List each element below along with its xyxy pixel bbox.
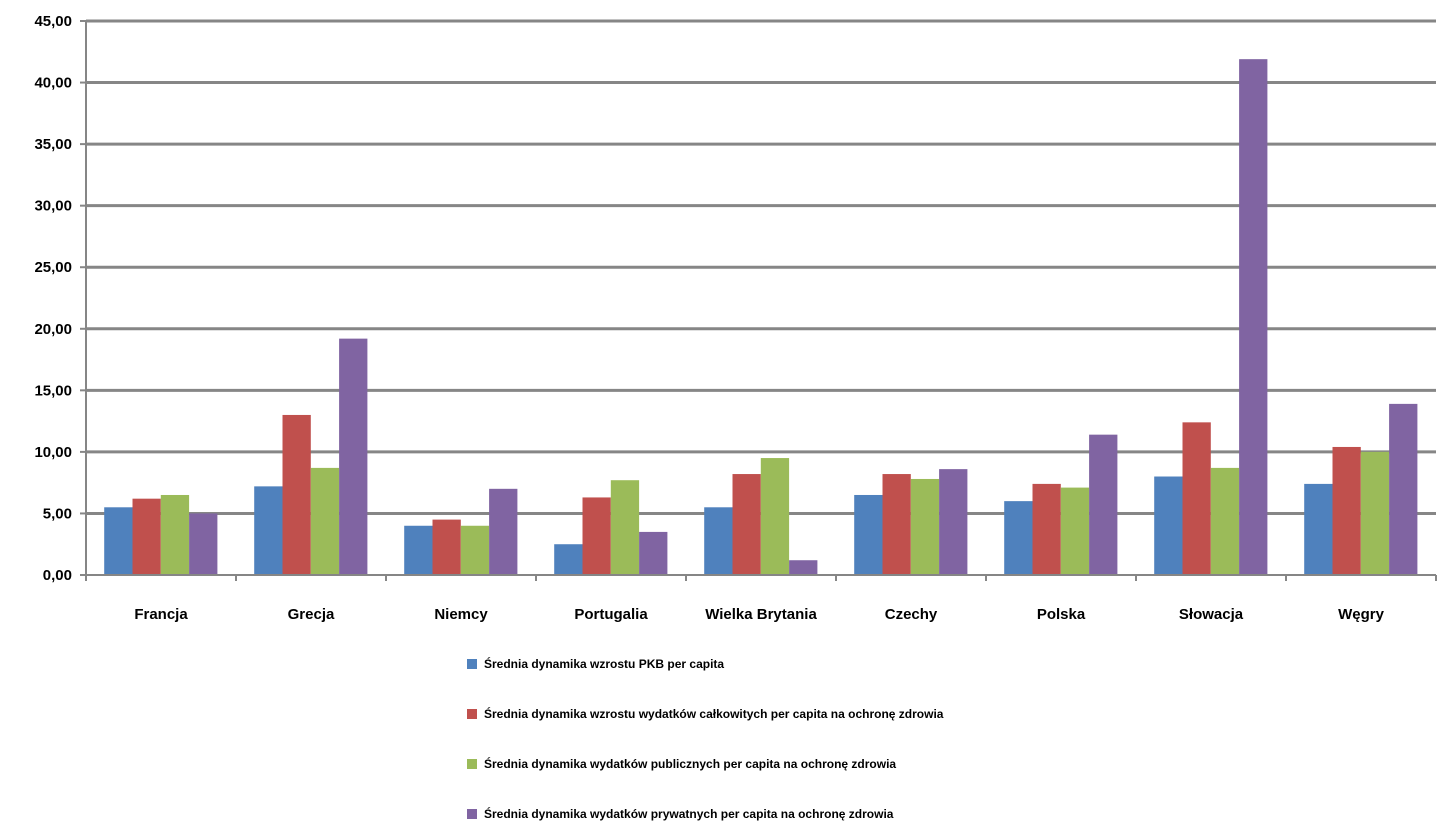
bar-niemcy-series-4 [489, 488, 518, 575]
bar-francja-series-3 [160, 494, 190, 575]
legend-swatch-series-4 [467, 809, 477, 819]
y-tick-label: 45,00 [34, 13, 72, 30]
bar-czechy-series-2 [882, 474, 911, 575]
bar-wielka-brytania-series-2 [732, 474, 761, 575]
y-tick-label: 30,00 [34, 198, 72, 215]
legend-label-series-3: Średnia dynamika wydatków publicznych pe… [484, 756, 896, 771]
bar-portugalia-series-2 [582, 497, 611, 575]
legend: Średnia dynamika wzrostu PKB per capita Ś… [467, 656, 944, 821]
bar-słowacja-series-4 [1239, 59, 1268, 576]
bar-niemcy-series-1 [404, 525, 433, 575]
legend-label-series-2: Średnia dynamika wzrostu wydatków całkow… [484, 706, 944, 721]
axes [85, 21, 1437, 581]
x-category-label: Słowacja [1179, 606, 1244, 623]
y-tick-label: 5,00 [43, 505, 72, 522]
bar-portugalia-series-4 [639, 531, 668, 575]
bar-słowacja-series-2 [1182, 422, 1211, 575]
x-category-label: Francja [134, 606, 188, 623]
x-category-label: Węgry [1338, 606, 1385, 623]
y-axis-tick-labels: 0,00 5,00 10,00 15,00 20,00 25,00 30,00 35,00 40… [34, 13, 86, 584]
bar-słowacja-series-1 [1154, 476, 1183, 575]
legend-label-series-1: Średnia dynamika wzrostu PKB per capita [484, 656, 724, 671]
legend-swatch-series-2 [467, 709, 477, 719]
bar-polska-series-1 [1004, 501, 1033, 575]
y-tick-label: 0,00 [43, 567, 72, 584]
gridlines [86, 19, 1436, 515]
bar-wielka-brytania-series-3 [760, 458, 790, 575]
y-tick-label: 25,00 [34, 259, 72, 276]
x-category-label: Portugalia [574, 606, 648, 623]
bar-grecja-series-1 [254, 486, 283, 575]
bar-niemcy-series-3 [460, 525, 490, 575]
bar-polska-series-2 [1032, 483, 1061, 575]
bar-grecja-series-2 [282, 414, 311, 575]
bar-wielka-brytania-series-1 [704, 507, 733, 575]
x-category-label: Niemcy [434, 606, 488, 623]
bar-wielka-brytania-series-4 [789, 560, 818, 575]
x-category-label: Grecja [288, 606, 335, 623]
bar-francja-series-4 [189, 513, 218, 575]
bar-czechy-series-1 [854, 494, 883, 575]
bar-węgry-series-2 [1332, 446, 1361, 575]
bar-niemcy-series-2 [432, 519, 461, 575]
bar-polska-series-3 [1060, 487, 1090, 575]
x-category-label: Wielka Brytania [705, 606, 817, 623]
bar-czechy-series-4 [939, 469, 968, 575]
bar-węgry-series-4 [1389, 403, 1418, 575]
y-tick-label: 35,00 [34, 136, 72, 153]
legend-swatch-series-3 [467, 759, 477, 769]
bar-węgry-series-3 [1360, 451, 1390, 575]
legend-swatch-series-1 [467, 659, 477, 669]
bar-czechy-series-3 [910, 478, 940, 575]
legend-label-series-4: Średnia dynamika wydatków prywatnych per… [484, 806, 894, 821]
x-axis-category-labels: Francja Grecja Niemcy Portugalia Wielka Bryt… [134, 606, 1384, 623]
y-tick-label: 10,00 [34, 444, 72, 461]
y-tick-label: 15,00 [34, 382, 72, 399]
bar-portugalia-series-1 [554, 544, 583, 575]
bars [104, 59, 1418, 576]
bar-słowacja-series-3 [1210, 467, 1240, 575]
x-category-label: Polska [1037, 606, 1086, 623]
bar-francja-series-2 [132, 498, 161, 575]
bar-polska-series-4 [1089, 434, 1118, 575]
bar-portugalia-series-3 [610, 480, 640, 575]
bar-grecja-series-4 [339, 338, 368, 575]
bar-francja-series-1 [104, 507, 133, 575]
bar-węgry-series-1 [1304, 483, 1333, 575]
y-tick-label: 20,00 [34, 321, 72, 338]
y-tick-label: 40,00 [34, 75, 72, 92]
bar-grecja-series-3 [310, 467, 340, 575]
x-category-label: Czechy [885, 606, 938, 623]
